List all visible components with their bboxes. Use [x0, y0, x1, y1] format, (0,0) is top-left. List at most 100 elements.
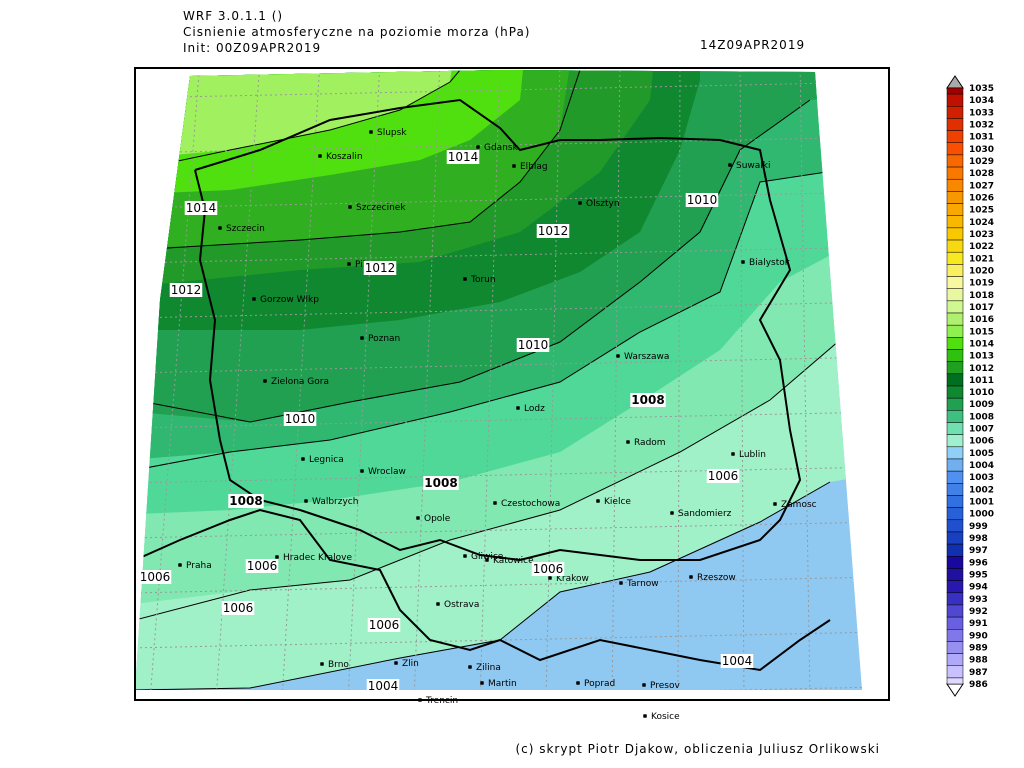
colorbar-swatch: [946, 397, 964, 411]
colorbar-label: 995: [969, 571, 988, 581]
grid-line: [135, 521, 862, 539]
city-marker: [728, 163, 732, 167]
colorbar-label: 1000: [969, 510, 994, 520]
city-label: Praha: [186, 561, 212, 571]
city-marker: [485, 558, 489, 562]
isobar-label-bg: [516, 338, 550, 352]
colorbar-label: 1013: [969, 352, 994, 362]
city-label: Tarnow: [626, 579, 659, 589]
colorbar-swatch: [946, 312, 964, 326]
colorbar-label: 1031: [969, 133, 994, 143]
colorbar-label: 994: [969, 583, 988, 593]
colorbar-swatch: [946, 592, 964, 606]
colorbar-swatch: [946, 178, 964, 192]
isobar: [135, 481, 831, 690]
model-label: WRF 3.0.1.1 (): [183, 9, 283, 23]
isobar-label-bg: [228, 494, 264, 508]
colorbar-swatch: [946, 543, 964, 557]
city-label: Szczecinek: [356, 203, 406, 213]
city-label: Presov: [650, 681, 681, 691]
city-marker: [178, 563, 182, 567]
colorbar-swatch: [946, 458, 964, 472]
city-marker: [643, 714, 647, 718]
isobar-label-bg: [367, 618, 401, 632]
colorbar-label: 1002: [969, 485, 994, 495]
city-label: Gorzow Wlkp: [260, 295, 319, 305]
isobar-label: 1006: [533, 562, 564, 576]
grid-line: [347, 70, 381, 690]
city-label: Zilina: [476, 663, 501, 673]
city-marker: [468, 665, 472, 669]
city-label: Legnica: [309, 455, 344, 465]
colorbar-arrow-top: [946, 75, 964, 89]
isobar-label-bg: [685, 193, 719, 207]
colorbar-swatch: [946, 470, 964, 484]
city-marker: [360, 469, 364, 473]
isobar-label: 1004: [722, 654, 753, 668]
isobar: [135, 339, 841, 621]
country-border: [135, 508, 831, 672]
colorbar-swatch: [946, 373, 964, 387]
colorbar-label: 1016: [969, 315, 994, 325]
city-marker: [436, 602, 440, 606]
city-marker: [596, 499, 600, 503]
colorbar-label: 1033: [969, 108, 994, 118]
city-marker: [301, 457, 305, 461]
colorbar-label: 1028: [969, 169, 994, 179]
isobar-label: 1008: [424, 476, 457, 490]
city-label: Kosice: [651, 712, 680, 722]
isobar-label-bg: [720, 654, 754, 668]
colorbar-swatch: [946, 507, 964, 521]
grid-line: [413, 70, 441, 690]
colorbar-swatch: [946, 227, 964, 241]
city-marker: [493, 501, 497, 505]
colorbar-label: 993: [969, 595, 988, 605]
city-marker: [480, 681, 484, 685]
colorbar-swatch: [946, 166, 964, 180]
city-label: Lodz: [524, 404, 545, 414]
colorbar-swatch: [946, 616, 964, 630]
map-frame: [134, 67, 890, 701]
colorbar-label: 1014: [969, 339, 994, 349]
grid-line: [215, 70, 261, 690]
city-marker: [263, 379, 267, 383]
city-marker: [670, 511, 674, 515]
colorbar-swatch: [946, 349, 964, 362]
colorbar-swatch: [946, 385, 964, 399]
colorbar-label: 1003: [969, 473, 994, 483]
isobar-label-bg: [221, 601, 255, 615]
city-label: Koszalin: [326, 152, 363, 162]
city-label: Sandomierz: [678, 509, 732, 519]
colorbar-label: 1032: [969, 120, 994, 130]
colorbar-swatch: [946, 276, 964, 289]
city-label: Zlin: [402, 659, 419, 669]
city-label: Opole: [424, 514, 451, 524]
grid-line: [135, 576, 862, 594]
colorbar-label: 1022: [969, 242, 994, 252]
isobar: [135, 70, 581, 251]
colorbar-label: 990: [969, 631, 988, 641]
isobar-label-bg: [138, 570, 172, 584]
isobar-label: 1012: [365, 261, 396, 275]
city-label: Suwalki: [736, 161, 771, 171]
colorbar-label: 1009: [969, 400, 994, 410]
colorbar-swatch: [946, 495, 964, 508]
isobar-label-bg: [446, 150, 480, 164]
colorbar-label: 1011: [969, 376, 994, 386]
colorbar-label: 992: [969, 607, 988, 617]
colorbar-label: 1017: [969, 303, 994, 313]
city-label: Martin: [488, 679, 517, 689]
city-marker: [512, 164, 516, 168]
grid-line: [799, 70, 811, 690]
grid-line: [135, 136, 862, 154]
grid-line: [611, 70, 621, 690]
city-marker: [218, 226, 222, 230]
colorbar-label: 1008: [969, 412, 994, 422]
city-marker: [252, 297, 256, 301]
colorbar-label: 1010: [969, 388, 994, 398]
colorbar-swatch: [946, 665, 964, 679]
isobar-label-bg: [630, 393, 666, 407]
colorbar-swatch: [946, 434, 964, 448]
city-marker: [463, 554, 467, 558]
isobar: [135, 70, 461, 171]
